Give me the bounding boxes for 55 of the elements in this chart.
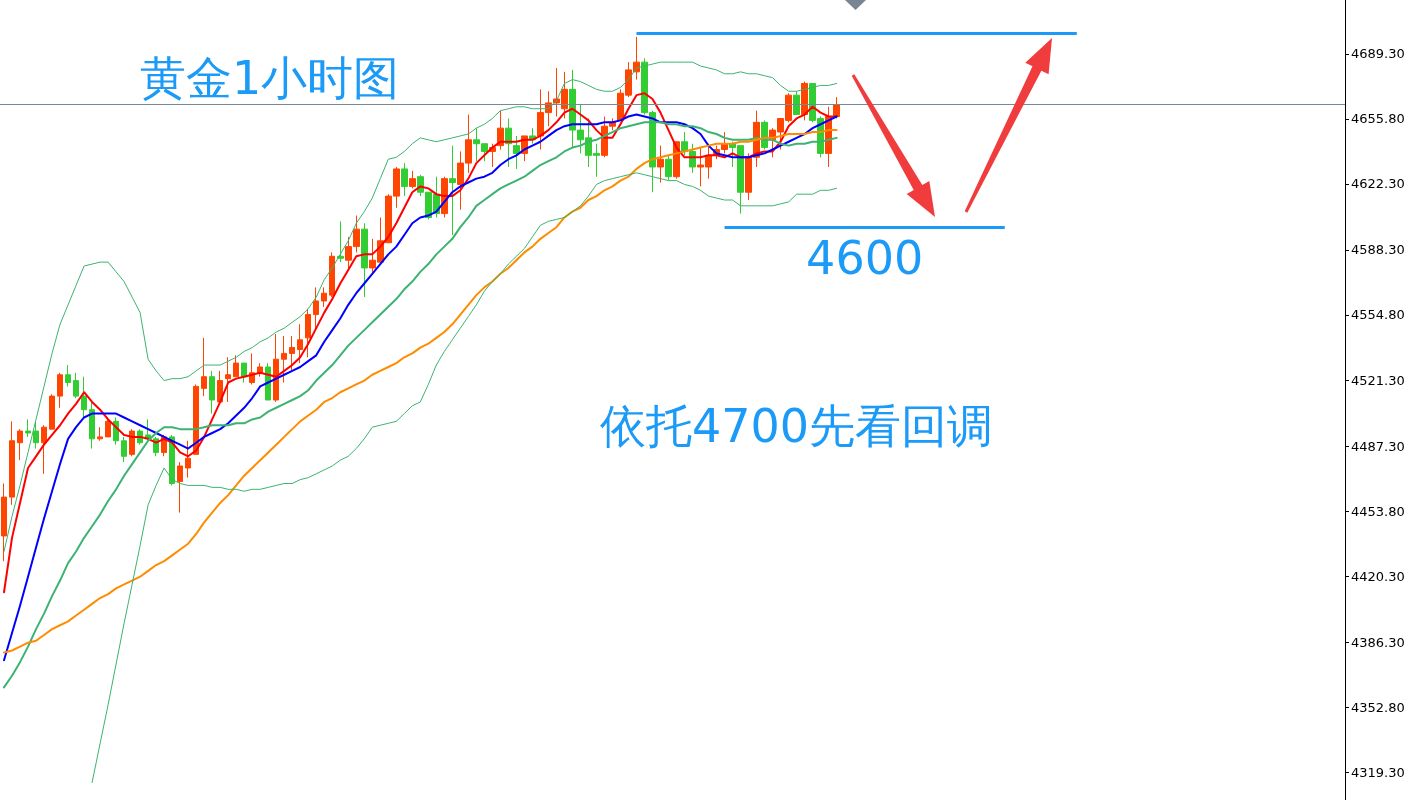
candlestick [657, 145, 664, 184]
candlestick [25, 418, 31, 438]
candlestick [329, 251, 335, 298]
annotation: 依托4700先看回调 [600, 399, 994, 453]
candlestick [73, 372, 79, 399]
candlestick [321, 286, 327, 308]
candlestick [201, 337, 207, 397]
candlestick [9, 420, 15, 506]
candlestick [81, 376, 87, 418]
candlestick [97, 426, 103, 442]
candlestick [241, 362, 247, 384]
text: 黄金1小时图 [140, 51, 400, 105]
candlestick [745, 152, 752, 201]
candlestick [281, 335, 287, 384]
candlestick [65, 364, 71, 387]
candlestick [513, 135, 520, 170]
y-tick-label: 4319.30 [1351, 764, 1405, 780]
y-tick-label: 4622.30 [1351, 176, 1405, 192]
candlestick [17, 428, 23, 461]
y-tick-label: 4655.80 [1351, 111, 1405, 127]
candlestick [233, 354, 239, 378]
candlestick [177, 461, 183, 514]
candlestick [361, 222, 368, 298]
candlestick [225, 356, 231, 403]
y-tick-label: 4521.30 [1351, 372, 1405, 388]
candlestick [121, 436, 127, 463]
candlestick [289, 335, 295, 372]
y-tick-label: 4588.30 [1351, 242, 1405, 258]
candlestick [129, 428, 135, 457]
candlestick [505, 117, 512, 168]
candlestick [49, 393, 55, 430]
candlestick [1, 483, 7, 562]
candlestick [793, 90, 800, 116]
candlestick [337, 220, 344, 263]
ref-line-label: 4600 [806, 231, 924, 286]
y-tick-label: 4352.80 [1351, 699, 1405, 715]
candlestick [305, 308, 311, 358]
candlestick [57, 372, 63, 409]
y-tick-label: 4453.80 [1351, 503, 1405, 519]
y-tick-label: 4689.30 [1351, 46, 1405, 62]
y-tick-label: 4386.30 [1351, 634, 1405, 650]
candlestick [409, 170, 416, 189]
candlestick [209, 370, 215, 415]
candlestick [449, 145, 456, 236]
candlestick [313, 286, 319, 329]
candlestick [297, 323, 303, 364]
candlestick [185, 440, 191, 479]
candlestick [497, 110, 504, 151]
y-tick-label: 4554.80 [1351, 307, 1405, 323]
y-tick-label: 4487.30 [1351, 438, 1405, 454]
candlestick [833, 96, 840, 119]
candlestick [41, 424, 47, 475]
y-tick-label: 4420.30 [1351, 568, 1405, 584]
candlestick [401, 162, 408, 197]
candlestick [665, 154, 672, 182]
